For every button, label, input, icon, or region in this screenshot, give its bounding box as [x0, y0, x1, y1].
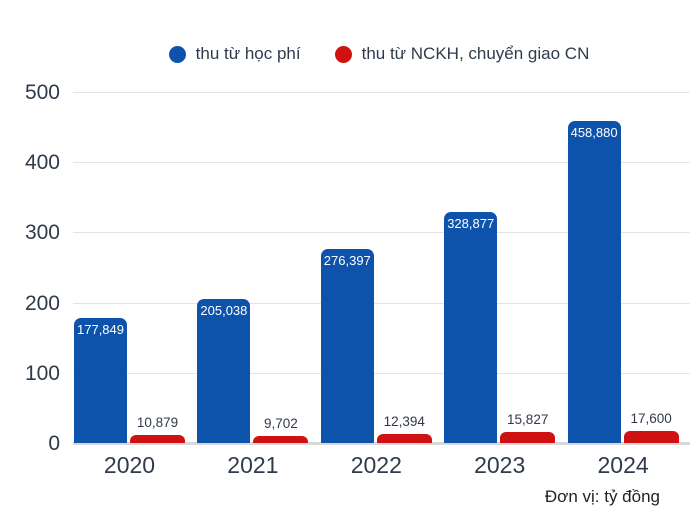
gridline-200 — [73, 302, 690, 304]
y-axis-tick-label-300: 300 — [24, 221, 60, 245]
gridline-300 — [73, 232, 690, 234]
legend-label-research: thu từ NCKH, chuyển giao CN — [361, 44, 590, 63]
legend-item-tuition: thu từ học phí — [168, 44, 301, 64]
bar-research-2020 — [130, 435, 185, 443]
bar-research-2023 — [500, 431, 556, 443]
bar-value-label-tuition-2023: 328,877 — [447, 216, 495, 232]
bar-research-2022 — [376, 434, 432, 443]
bar-tuition-2023: 328,877 — [444, 212, 498, 443]
bar-tuition-2022: 276,397 — [320, 248, 374, 443]
bar-value-label-tuition-2021: 205,038 — [200, 303, 248, 319]
x-axis-label-2024: 2024 — [597, 452, 649, 478]
y-axis-tick-label-200: 200 — [24, 291, 60, 315]
bar-value-label-research-2022: 12,394 — [383, 414, 425, 430]
bar-tuition-2024: 458,880 — [567, 120, 621, 443]
legend-dot-blue-icon — [168, 45, 186, 63]
legend-dot-red-icon — [334, 45, 352, 63]
x-axis-label-2021: 2021 — [227, 452, 279, 478]
bar-value-label-research-2023: 15,827 — [507, 411, 549, 427]
bar-research-2021 — [253, 436, 309, 443]
bar-value-label-tuition-2022: 276,397 — [323, 252, 371, 268]
legend: thu từ học phí thu từ NCKH, chuyển giao … — [0, 44, 700, 64]
bar-value-label-tuition-2020: 177,849 — [77, 322, 124, 338]
bar-tuition-2020: 177,849 — [74, 318, 127, 443]
gridline-100 — [73, 372, 690, 374]
gridline-500 — [73, 92, 690, 93]
bar-value-label-research-2024: 17,600 — [630, 410, 672, 426]
plot-area: 177,849 10,879 205,038 9,702 276,397 12,394 32… — [73, 92, 690, 445]
x-axis-label-2020: 2020 — [103, 452, 156, 478]
y-axis-tick-label-500: 500 — [24, 81, 60, 104]
y-axis-tick-label-400: 400 — [24, 151, 60, 175]
x-axis-label-2023: 2023 — [474, 452, 526, 478]
y-axis-tick-label-0: 0 — [48, 432, 60, 455]
legend-label-tuition: thu từ học phí — [195, 44, 301, 63]
gridline-400 — [73, 162, 690, 164]
x-axis-label-2022: 2022 — [350, 452, 402, 478]
legend-item-research: thu từ NCKH, chuyển giao CN — [334, 44, 590, 64]
x-axis-baseline — [73, 442, 690, 445]
bar-value-label-tuition-2024: 458,880 — [570, 124, 618, 140]
unit-note: Đơn vị: tỷ đồng — [544, 487, 660, 506]
bar-value-label-research-2021: 9,702 — [263, 416, 298, 432]
bar-tuition-2021: 205,038 — [197, 299, 251, 443]
bar-value-label-research-2020: 10,879 — [136, 415, 179, 431]
y-axis-tick-label-100: 100 — [24, 361, 60, 385]
bar-research-2024 — [623, 430, 679, 443]
